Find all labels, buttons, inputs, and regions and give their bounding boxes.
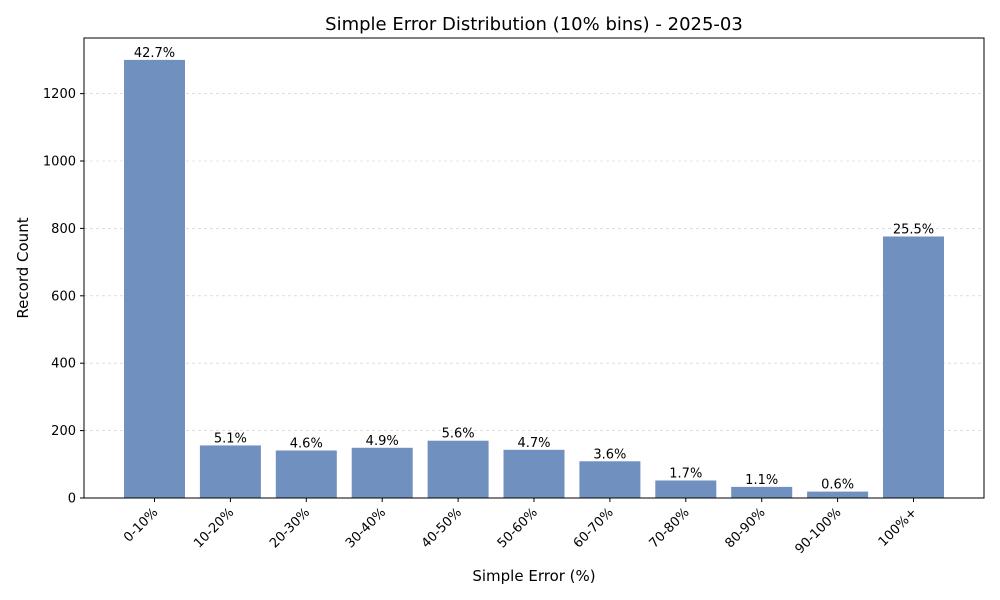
gridlines: [84, 93, 984, 431]
data-label: 5.1%: [214, 431, 247, 446]
data-label: 1.7%: [669, 466, 702, 481]
x-tick-label: 70-80%: [647, 505, 693, 551]
x-tick-label: 10-20%: [191, 505, 237, 551]
data-label: 5.6%: [442, 427, 475, 442]
bar-20-30%: [275, 450, 337, 498]
bar-30-40%: [351, 447, 413, 498]
y-tick-label: 1000: [43, 155, 76, 170]
x-tick-label: 0-10%: [121, 505, 161, 545]
data-label: 4.7%: [517, 436, 550, 451]
bar-70-80%: [655, 480, 717, 498]
bar-0-10%: [124, 59, 185, 499]
data-label: 4.6%: [290, 436, 323, 451]
x-axis-title: Simple Error (%): [472, 567, 595, 585]
bar-90-100%: [807, 491, 869, 498]
bar-100%+: [883, 236, 944, 498]
x-tick-label: 40-50%: [419, 505, 465, 551]
x-tick-label: 50-60%: [495, 505, 541, 551]
y-tick-label: 400: [51, 357, 76, 372]
x-tick-label: 30-40%: [343, 505, 389, 551]
y-axis-ticks: 0 200 400 600 800 1000 1200: [43, 87, 84, 507]
x-tick-label: 100%+: [876, 505, 921, 550]
x-tick-label: 90-100%: [793, 505, 845, 557]
y-tick-label: 600: [51, 289, 76, 304]
data-label: 4.9%: [366, 434, 399, 449]
x-tick-label: 60-70%: [571, 505, 617, 551]
y-tick-label: 0: [68, 492, 76, 507]
data-label: 0.6%: [821, 478, 854, 493]
bars: [124, 59, 944, 499]
x-tick-label: 80-90%: [722, 505, 768, 551]
data-label: 3.6%: [593, 447, 626, 462]
bar-80-90%: [731, 486, 793, 498]
y-tick-label: 800: [51, 222, 76, 237]
data-label: 42.7%: [134, 46, 175, 61]
bar-50-60%: [503, 449, 565, 498]
x-axis-ticks: 0-10% 10-20% 20-30% 30-40% 40-50% 50-60% 60-70…: [121, 498, 920, 557]
chart-title: Simple Error Distribution (10% bins) - 2…: [325, 14, 743, 35]
bar-40-50%: [427, 440, 489, 498]
bar-60-70%: [579, 461, 641, 498]
plot-frame: [83, 37, 985, 499]
bar-10-20%: [199, 445, 261, 498]
data-label: 25.5%: [893, 222, 934, 237]
y-tick-label: 1200: [43, 87, 76, 102]
data-labels: 42.7% 5.1% 4.6% 4.9% 5.6% 4.7% 3.6% 1.7% 1.1% 0.6…: [134, 46, 934, 493]
y-tick-label: 200: [51, 424, 76, 439]
y-axis-title: Record Count: [14, 217, 32, 318]
data-label: 1.1%: [745, 473, 778, 488]
x-tick-label: 20-30%: [267, 505, 313, 551]
